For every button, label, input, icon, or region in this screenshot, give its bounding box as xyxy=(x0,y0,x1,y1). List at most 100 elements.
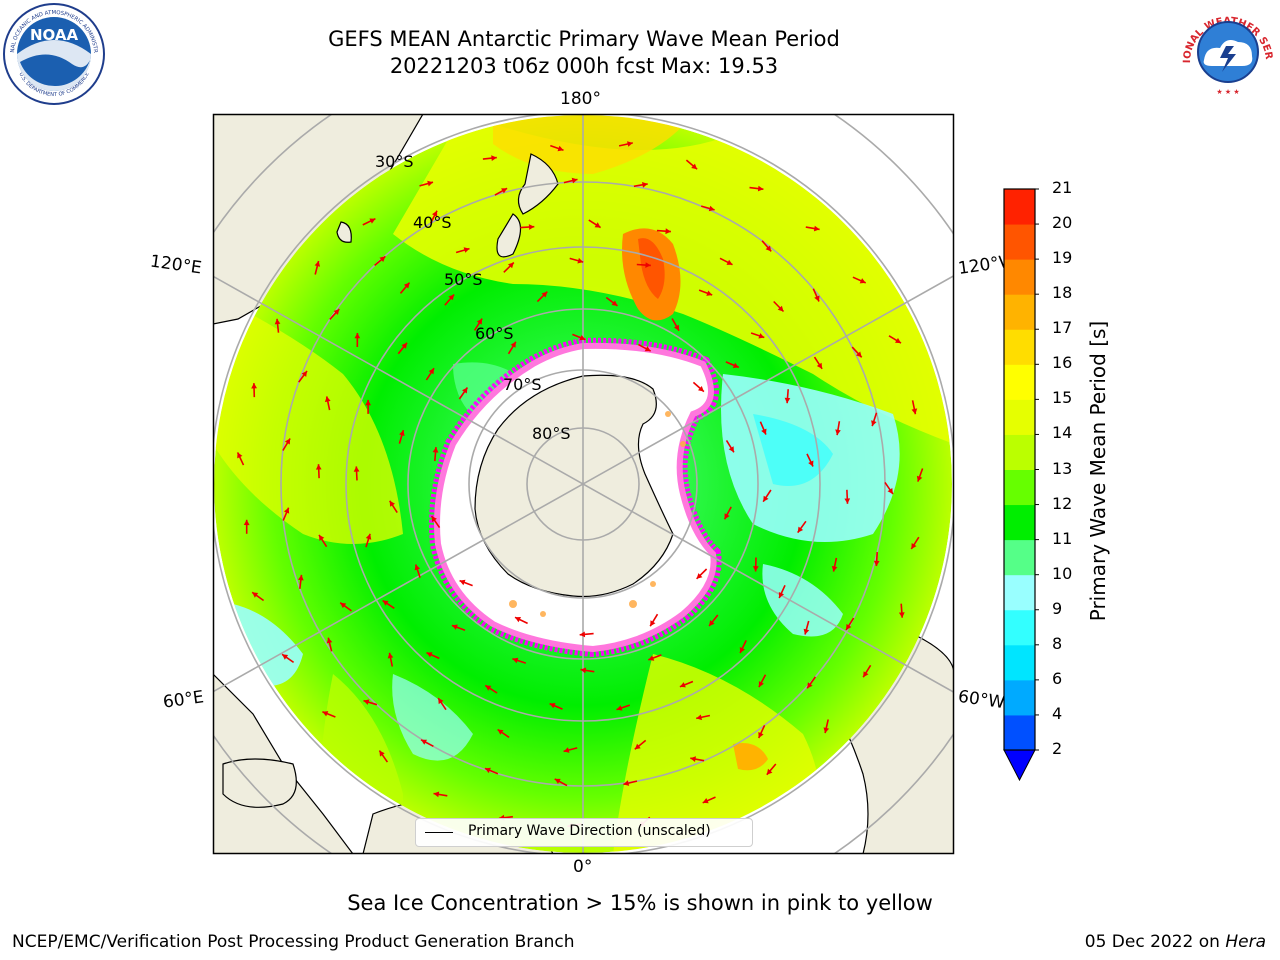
wave-direction-arrowhead xyxy=(766,768,773,775)
colorbar-tick-label: 17 xyxy=(1052,318,1073,338)
colorbar-label: Primary Wave Mean Period [s] xyxy=(1086,320,1110,622)
wave-direction-arrowhead xyxy=(252,592,259,598)
wave-direction-arrowhead xyxy=(807,682,813,689)
colorbar-tick-label: 9 xyxy=(1052,598,1063,618)
lat-label-30s: 30°S xyxy=(375,152,414,171)
wave-direction-arrowhead xyxy=(363,699,370,705)
wave-direction-arrowhead xyxy=(432,210,438,217)
wave-direction-arrowhead xyxy=(831,565,838,572)
wave-direction-arrowhead xyxy=(414,564,421,571)
legend-label: Primary Wave Direction (unscaled) xyxy=(468,823,711,839)
legend-line-swatch xyxy=(425,832,453,833)
lon-label-180: 180° xyxy=(560,89,601,109)
wave-direction-arrowhead xyxy=(803,628,810,635)
wave-direction-arrowhead xyxy=(679,682,686,688)
wave-direction-arrowhead xyxy=(616,705,623,711)
wave-direction-arrowhead xyxy=(497,729,504,735)
wave-direction-arrowhead xyxy=(284,438,291,445)
wave-direction-arrowhead xyxy=(462,387,468,394)
footer-date-text: 05 Dec 2022 on xyxy=(1084,932,1226,952)
colorbar-tick-label: 20 xyxy=(1052,213,1073,233)
wave-direction-arrowhead xyxy=(365,533,372,540)
wave-direction-arrowhead xyxy=(541,291,548,298)
wave-direction-arrowhead xyxy=(835,429,841,436)
wave-direction-arrowhead xyxy=(451,624,458,630)
wave-direction-arrowhead xyxy=(485,685,492,691)
antarctica xyxy=(429,337,722,658)
wave-direction-arrowhead xyxy=(777,305,784,312)
footer-date: 05 Dec 2022 on Hera xyxy=(1085,932,1266,952)
colorbar-tick-label: 18 xyxy=(1052,283,1073,303)
wave-direction-arrowhead xyxy=(696,714,702,721)
wave-direction-arrowhead xyxy=(708,205,715,212)
wave-direction-arrowhead xyxy=(761,428,767,435)
wave-direction-arrowhead xyxy=(319,534,325,541)
colorbar-extend-arrow xyxy=(1003,749,1036,782)
wave-direction-arrowhead xyxy=(508,262,514,269)
colorbar-tick-label: 2 xyxy=(1052,739,1063,758)
wave-direction-arrowhead xyxy=(724,513,730,520)
wave-direction-arrowhead xyxy=(431,516,437,523)
wave-direction-arrowhead xyxy=(702,798,709,804)
wave-direction-arrowhead xyxy=(501,188,508,194)
colorbar-tick-label: 21 xyxy=(1052,178,1073,197)
wave-direction-arrowhead xyxy=(571,177,578,184)
wave-direction-arrowhead xyxy=(813,225,820,232)
wave-direction-arrowhead xyxy=(379,256,386,262)
wave-direction-arrowhead xyxy=(709,620,715,626)
wave-direction-arrowhead xyxy=(557,145,564,152)
colorbar-segment xyxy=(1004,364,1035,400)
wave-direction-arrowhead xyxy=(784,397,791,404)
wave-direction-arrowhead xyxy=(427,180,433,187)
wave-direction-arrowhead xyxy=(765,245,772,252)
colorbar-segment xyxy=(1004,504,1035,541)
wave-direction-arrowhead xyxy=(823,727,830,734)
wave-direction-arrowhead xyxy=(577,257,584,264)
colorbar-segment xyxy=(1004,224,1035,260)
footer-host: Hera xyxy=(1225,932,1266,952)
wave-direction-arrowhead xyxy=(916,475,923,482)
colorbar xyxy=(1003,188,1039,782)
colorbar-segment xyxy=(1004,434,1035,470)
lon-label-0: 0° xyxy=(573,857,593,877)
wave-direction-arrowhead xyxy=(844,498,851,504)
wave-direction-arrowhead xyxy=(757,185,764,192)
wave-direction-arrowhead xyxy=(665,228,671,235)
colorbar-segment xyxy=(1004,609,1035,646)
svg-text:★ ★ ★: ★ ★ ★ xyxy=(1216,88,1239,96)
colorbar-tick-label: 4 xyxy=(1052,703,1063,723)
wave-direction-arrowhead xyxy=(797,526,804,533)
lat-label-50s: 50°S xyxy=(444,270,483,289)
wave-direction-arrows xyxy=(236,141,924,829)
wave-direction-arrowhead xyxy=(758,333,765,339)
colorbar-tick-label: 8 xyxy=(1052,633,1063,653)
wave-direction-arrowhead xyxy=(315,464,322,470)
wave-direction-arrowhead xyxy=(648,655,655,661)
colorbar-segment xyxy=(1004,294,1035,330)
wave-direction-arrowhead xyxy=(898,612,905,618)
wave-direction-arrowhead xyxy=(459,579,466,586)
wave-direction-arrowhead xyxy=(895,337,901,344)
wave-direction-arrowhead xyxy=(399,430,405,436)
colorbar-tick-label: 11 xyxy=(1052,528,1073,548)
wave-direction-arrowhead xyxy=(911,408,918,415)
wave-direction-arrowhead xyxy=(476,318,483,325)
wave-direction-arrowhead xyxy=(274,318,281,325)
wave-direction-arrowhead xyxy=(579,631,586,638)
wave-direction-arrowhead xyxy=(324,396,331,403)
wave-direction-arrowhead xyxy=(510,341,516,348)
colorbar-tick-label: 16 xyxy=(1052,353,1073,373)
wave-direction-arrowhead xyxy=(554,778,561,784)
wave-direction-arrowhead xyxy=(389,500,395,507)
wave-direction-arrowhead xyxy=(911,543,917,549)
wave-direction-arrowhead xyxy=(706,290,713,296)
wave-direction-arrowhead xyxy=(690,756,696,762)
wave-direction-arrowhead xyxy=(432,447,439,453)
colorbar-tick-label: 12 xyxy=(1052,493,1073,513)
map-legend: Primary Wave Direction (unscaled) xyxy=(415,818,753,847)
colorbar-segment xyxy=(1004,714,1035,751)
wave-direction-arrowhead xyxy=(491,155,497,161)
wave-direction-arrowhead xyxy=(871,420,877,427)
wave-direction-arrowhead xyxy=(808,460,814,467)
wave-direction-arrowhead xyxy=(354,333,361,339)
